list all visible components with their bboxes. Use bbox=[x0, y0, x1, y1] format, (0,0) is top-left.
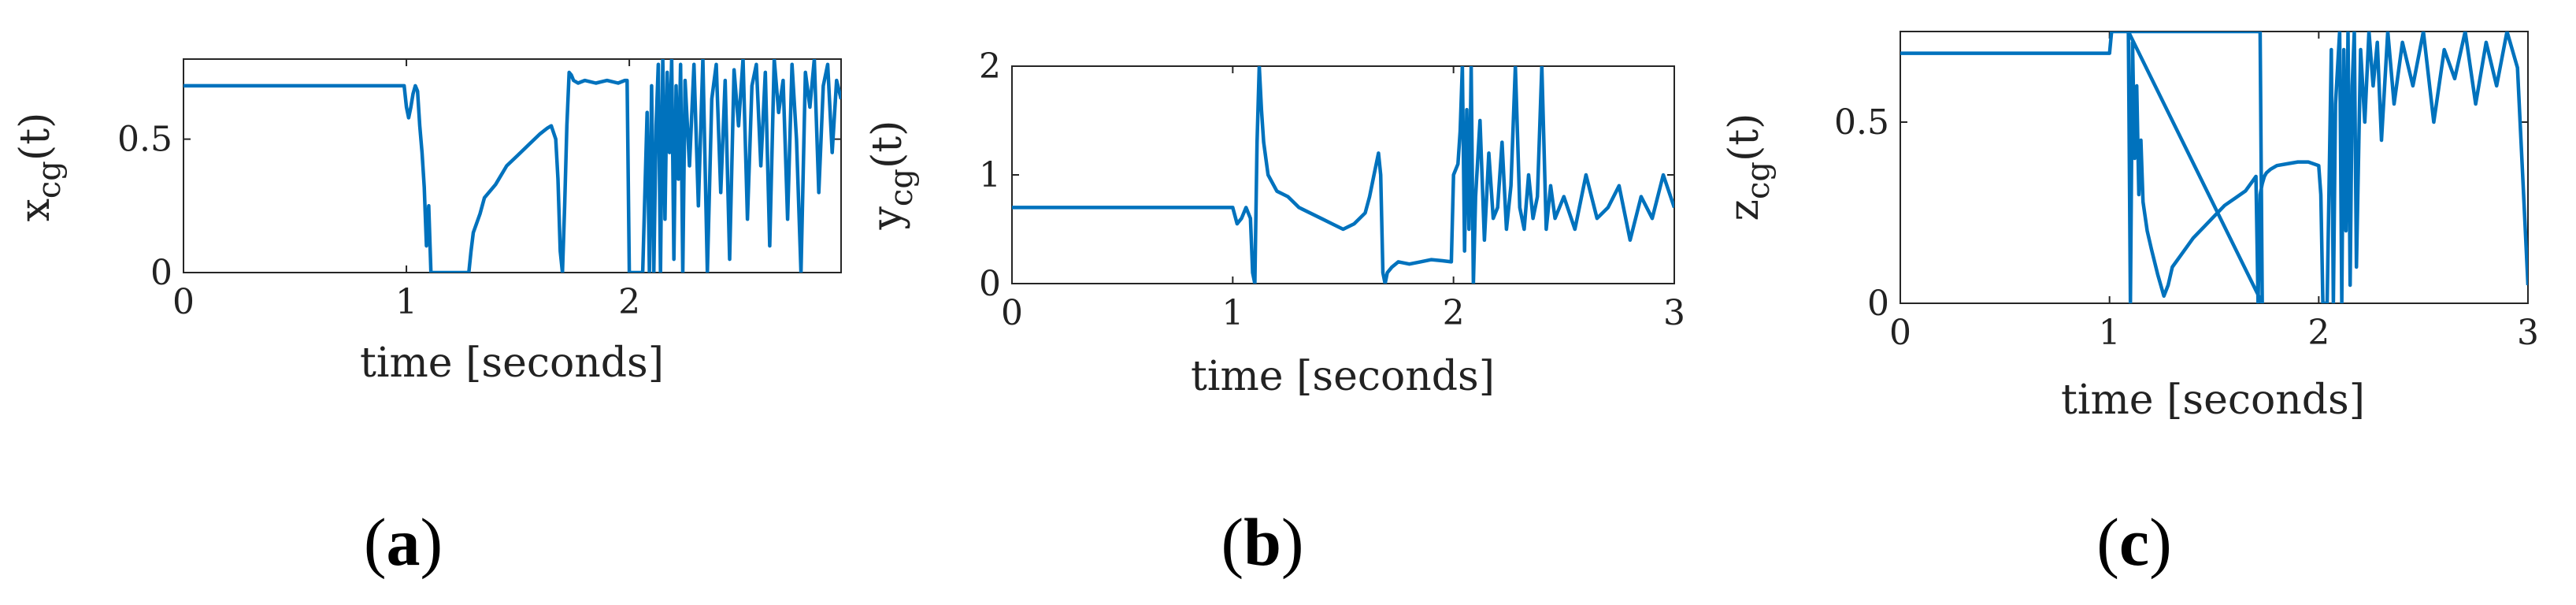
panel-b-ytick-label: 1 bbox=[979, 155, 1001, 195]
panel-a-series-line bbox=[183, 59, 841, 273]
panel-a-open-paren: ( bbox=[364, 504, 387, 580]
panel-c-xlabel: time [seconds] bbox=[2061, 377, 2365, 424]
panel-b-series-line bbox=[1012, 66, 1674, 284]
panel-c-axes-box bbox=[1900, 31, 2529, 304]
panel-a-ytick-label: 0.5 bbox=[117, 120, 172, 160]
panel-c-ylabel-sub: cg bbox=[1740, 161, 1777, 199]
panel-c-series-line bbox=[1900, 32, 2528, 303]
panel-b-xtick-label: 0 bbox=[1001, 293, 1023, 333]
panel-c-xtick-label: 3 bbox=[2517, 313, 2539, 353]
panel-a-xtick-label: 1 bbox=[395, 282, 417, 322]
panel-a-xtick-label: 0 bbox=[172, 282, 195, 322]
panel-a-chart: 0 1 2 0 0.5 time [seconds] xcg(t) bbox=[12, 58, 842, 387]
panel-c-xtick-label: 2 bbox=[2307, 313, 2330, 353]
panel-b-xtick-label: 2 bbox=[1443, 293, 1465, 333]
panel-b-xtick-label: 3 bbox=[1663, 293, 1685, 333]
panel-c-close-paren: ) bbox=[2149, 504, 2172, 580]
panel-c-ylabel-var: z bbox=[1721, 199, 1768, 221]
panel-c-open-paren: ( bbox=[2096, 504, 2119, 580]
panel-a-ylabel: xcg(t) bbox=[12, 113, 68, 222]
panel-b-ytick-label: 0 bbox=[979, 264, 1001, 304]
panel-a-ytick-label: 0 bbox=[150, 253, 172, 293]
panel-b-close-paren: ) bbox=[1281, 504, 1304, 580]
panel-a-xlabel: time [seconds] bbox=[360, 340, 664, 387]
panel-c-ytick-label: 0 bbox=[1867, 284, 1889, 324]
panel-b-xlabel: time [seconds] bbox=[1191, 353, 1495, 400]
panel-b-letter: b bbox=[1244, 504, 1281, 580]
panel-a-ylabel-var: x bbox=[12, 199, 59, 221]
panel-b-ylabel-sub: cg bbox=[884, 169, 920, 206]
panel-c-xtick-label: 0 bbox=[1889, 313, 1911, 353]
panel-a-xtick-label: 2 bbox=[618, 282, 640, 322]
panel-b-axes-box bbox=[1011, 65, 1675, 284]
panel-b-ylabel: ycg(t) bbox=[864, 121, 920, 231]
panel-c-ylabel-arg: (t) bbox=[1721, 113, 1768, 161]
panel-b-ylabel-arg: (t) bbox=[864, 121, 911, 169]
panel-a-ylabel-sub: cg bbox=[32, 161, 68, 199]
panel-b-ylabel-var: y bbox=[864, 206, 911, 230]
panel-c-ylabel: zcg(t) bbox=[1721, 113, 1777, 221]
panel-c-ytick-label: 0.5 bbox=[1834, 102, 1889, 143]
panel-c-letter: c bbox=[2119, 504, 2149, 580]
panel-a-close-paren: ) bbox=[421, 504, 443, 580]
panel-c-xtick-label: 1 bbox=[2099, 313, 2121, 353]
panel-b-xtick-label: 1 bbox=[1221, 293, 1244, 333]
panel-b-open-paren: ( bbox=[1221, 504, 1244, 580]
panel-c-chart: 0 1 2 3 0 0.5 time [seconds] zcg(t) bbox=[1721, 31, 2539, 424]
panel-a-letter: a bbox=[387, 504, 421, 580]
panel-a-axes-box bbox=[183, 58, 842, 273]
panel-b-chart: 0 1 2 3 0 1 2 time [seconds] ycg(t) bbox=[864, 46, 1685, 400]
panel-b-ytick-label: 2 bbox=[979, 46, 1001, 87]
panel-b-label: (b) bbox=[1221, 504, 1303, 580]
panel-a-label: (a) bbox=[364, 504, 443, 580]
panel-a-ylabel-arg: (t) bbox=[12, 113, 59, 161]
panel-c-label: (c) bbox=[2096, 504, 2171, 580]
